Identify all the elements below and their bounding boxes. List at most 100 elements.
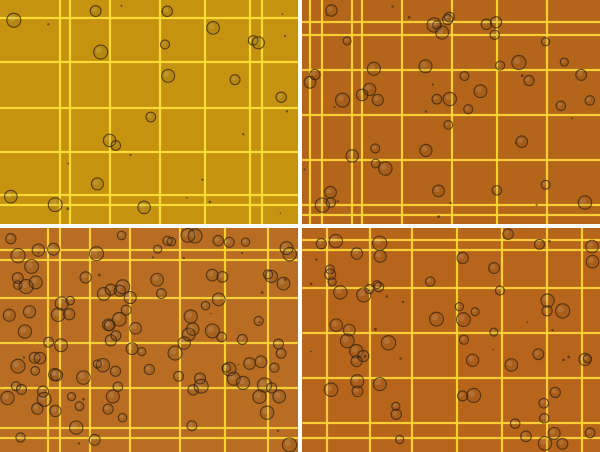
cell [48, 367, 62, 382]
cell [465, 353, 480, 367]
cell [235, 375, 251, 390]
cell [491, 185, 503, 196]
cell [350, 247, 364, 260]
cell [432, 184, 445, 198]
cell [212, 234, 225, 247]
debris-speck [391, 5, 394, 8]
cell [394, 434, 405, 445]
debris-speck [492, 348, 495, 351]
micrograph-top-left-svg [0, 0, 298, 224]
cell [325, 197, 337, 208]
grid-line-vertical [178, 228, 182, 452]
cell [145, 111, 157, 123]
debris-speck [82, 397, 85, 401]
cell [540, 293, 555, 308]
cell [555, 100, 567, 112]
grid-line-vertical [158, 0, 162, 224]
cell [356, 287, 372, 303]
cell [236, 333, 248, 345]
grid-line-horizontal [0, 193, 298, 197]
cell [28, 275, 43, 290]
cell [5, 233, 17, 245]
cell [76, 370, 91, 385]
cell [455, 312, 471, 328]
debris-speck [315, 258, 318, 261]
cell [371, 235, 388, 251]
cell [110, 330, 122, 342]
cell [125, 342, 139, 356]
cell [458, 334, 470, 345]
cell [104, 283, 117, 296]
cell [88, 433, 101, 446]
grid-line-vertical [410, 228, 414, 452]
grid-line-horizontal [0, 106, 298, 110]
cell [584, 95, 596, 106]
cell [342, 36, 352, 46]
cell [50, 307, 66, 323]
debris-speck [201, 178, 204, 181]
debris-speck [129, 153, 132, 157]
cell [109, 365, 122, 377]
grid-line-vertical [308, 0, 312, 224]
grid-line-vertical [58, 228, 62, 452]
grid-line-horizontal [0, 258, 298, 262]
cell [31, 402, 44, 415]
grid-line-horizontal [302, 436, 600, 440]
cell [426, 17, 442, 33]
grid-line-horizontal [0, 436, 298, 440]
grid-line-horizontal [0, 150, 298, 154]
cell [103, 319, 116, 332]
debris-speck [336, 200, 340, 203]
cell [390, 408, 402, 421]
grid-line-horizontal [0, 60, 298, 64]
cell [256, 377, 273, 393]
cell [435, 25, 450, 40]
debris-speck [242, 132, 245, 136]
cell [2, 308, 16, 322]
cell [54, 296, 69, 311]
debris-speck [303, 168, 306, 171]
cell [167, 345, 183, 361]
debris-speck [431, 83, 435, 86]
cell [0, 390, 15, 406]
cell [441, 13, 454, 26]
cell [33, 351, 47, 365]
cell [49, 404, 62, 418]
debris-speck [77, 442, 81, 445]
cell [129, 321, 143, 335]
cell [79, 271, 92, 284]
grid-line-vertical [128, 228, 132, 452]
cell [65, 295, 75, 306]
cell [116, 230, 127, 241]
cell [229, 74, 241, 86]
grid-line-horizontal [0, 203, 298, 207]
cell [540, 179, 551, 190]
cell [372, 377, 387, 392]
cell [111, 311, 127, 327]
cell [357, 349, 370, 363]
grid-line-vertical [455, 228, 459, 452]
cell [11, 272, 24, 285]
cell [466, 387, 482, 403]
cell [47, 242, 60, 256]
grid-line-vertical [260, 0, 264, 224]
micrograph-top-right-svg [302, 0, 600, 224]
field-background [302, 228, 600, 452]
cell [137, 347, 147, 357]
grid-line-vertical [368, 228, 372, 452]
grid-line-vertical [320, 0, 324, 224]
debris-speck [399, 357, 402, 360]
grid-line-vertical [545, 228, 549, 452]
debris-speck [185, 196, 188, 199]
cell [328, 233, 344, 249]
debris-speck [437, 215, 441, 219]
cell [494, 285, 505, 296]
grid-line-vertical [350, 0, 354, 224]
debris-speck [285, 110, 289, 113]
debris-speck [424, 110, 428, 113]
cell [159, 39, 171, 50]
cell [259, 405, 275, 420]
cell [269, 362, 280, 373]
cell [457, 390, 469, 402]
grid-line-horizontal [302, 158, 600, 162]
